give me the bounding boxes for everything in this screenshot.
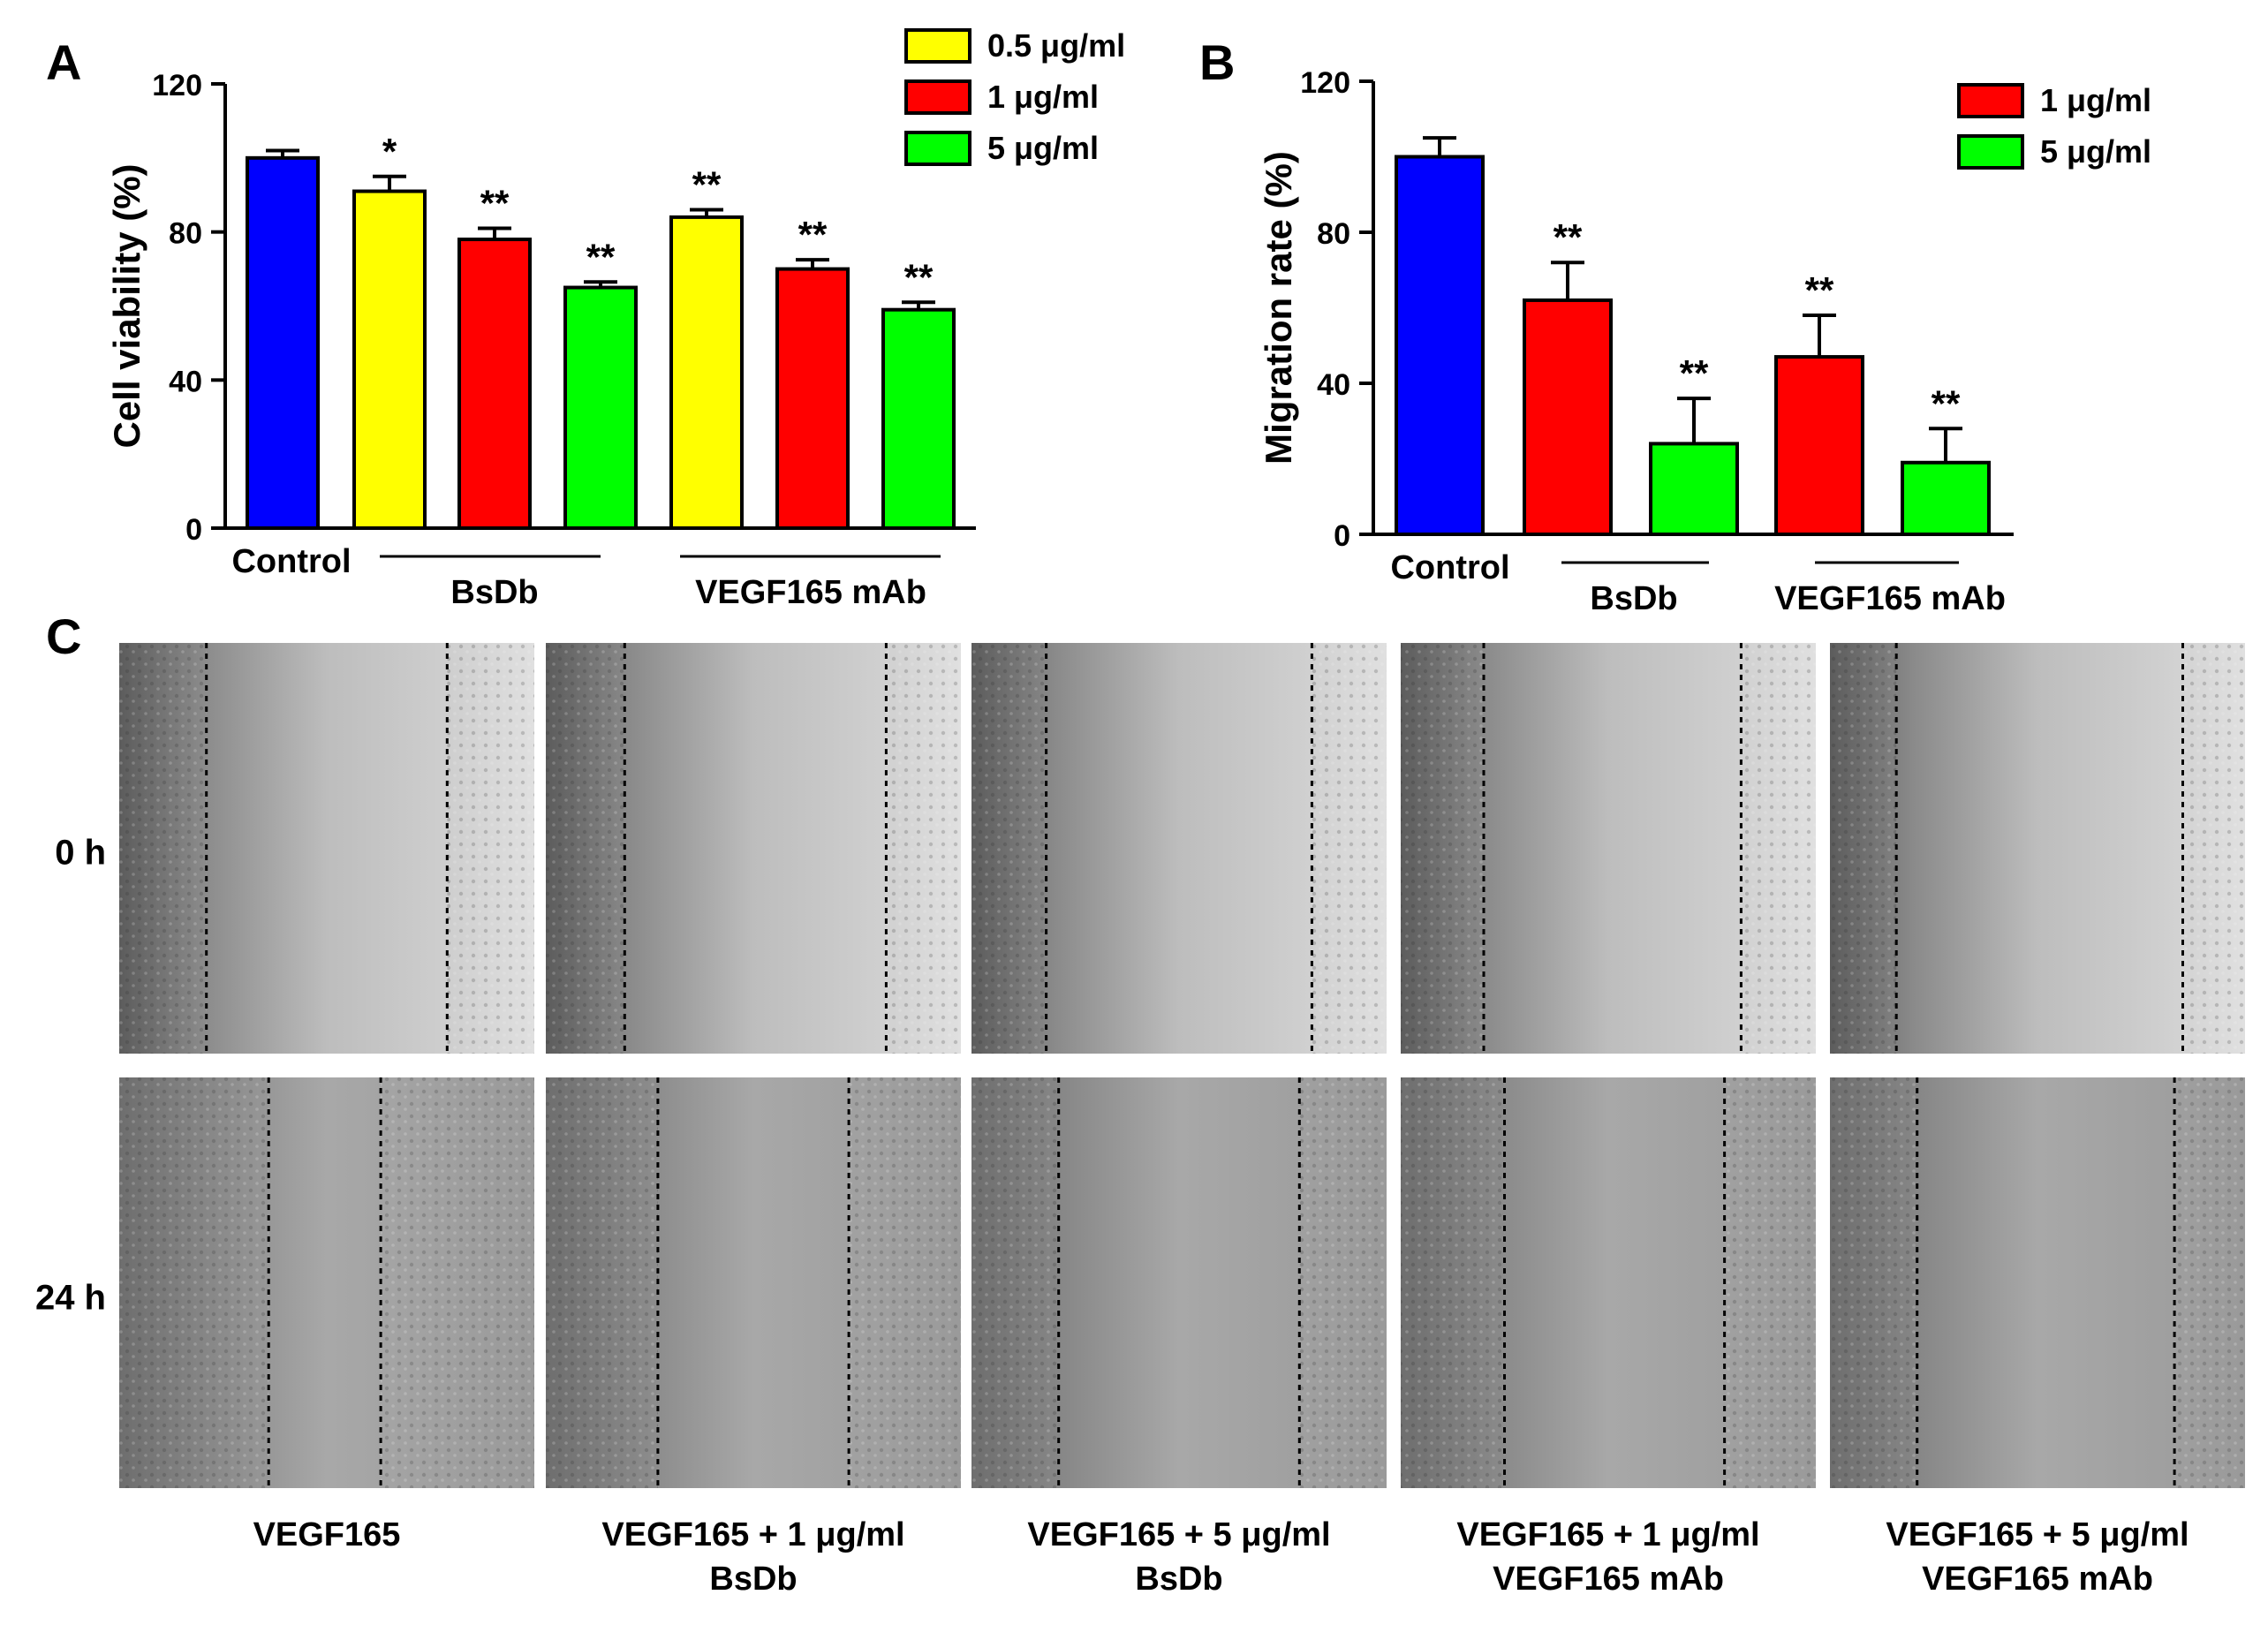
y-tick-label: 80 [1317,217,1350,251]
cell-layer-left [546,1077,658,1488]
panel-b-label: B [1199,34,1235,90]
x-label-control: Control [231,543,351,580]
cell-layer-left [971,643,1047,1054]
column-label-line1: VEGF165 + 1 μg/ml [601,1516,904,1553]
bar [775,267,850,530]
cell-layer-left [1401,643,1484,1054]
cell-layer-left [1401,1077,1505,1488]
bar [1901,460,1991,537]
cell-layer-right [1741,643,1816,1054]
significance-label: ** [480,182,510,223]
bar [1395,155,1485,536]
significance-label: ** [692,164,722,206]
panel-a-label: A [46,34,81,90]
significance-label: ** [798,214,828,255]
legend-label: 5 μg/ml [987,130,1099,166]
bar [1523,298,1613,536]
column-label-line1: VEGF165 + 1 μg/ml [1456,1516,1759,1553]
y-tick-label: 40 [169,365,202,398]
significance-label: ** [1932,382,1961,424]
legend-swatch [904,28,971,64]
cell-layer-right [886,643,961,1054]
y-tick-label: 120 [1300,66,1350,100]
bar [246,155,320,530]
cell-layer-left [1830,643,1897,1054]
significance-label: ** [586,236,616,277]
significance-label: ** [904,256,934,298]
panel-b-chart: B ** ** ** ** 0 40 80 120 Migration rate (%) Con… [1199,34,2151,617]
bar [563,285,638,530]
y-axis-title: Migration rate (%) [1258,151,1299,465]
x-label-vegf165-mab: VEGF165 mAb [1774,580,2006,617]
panel-c-label: C [46,608,81,664]
y-tick-label: 0 [185,513,202,547]
bar [669,215,744,530]
cell-layer-left [971,1077,1059,1488]
bar [881,307,956,531]
cell-layer-right [1312,643,1387,1054]
legend-label: 5 μg/ml [2040,133,2151,170]
column-label-line1: VEGF165 [253,1516,401,1553]
y-axis-title: Cell viability (%) [106,163,147,448]
significance-label: ** [1805,269,1834,311]
significance-label: * [382,131,397,172]
y-tick-label: 40 [1317,368,1350,402]
cell-layer-right [447,643,534,1054]
y-tick-label: 0 [1334,519,1350,553]
cell-layer-left [119,643,207,1054]
row-label: 24 h [35,1279,106,1318]
legend-label: 1 μg/ml [987,79,1099,115]
cell-layer-right [2174,1077,2245,1488]
column-label-line2: BsDb [709,1561,797,1598]
cell-layer-right [1724,1077,1816,1488]
legend-label: 0.5 μg/ml [987,27,1125,64]
cell-layer-right [1299,1077,1387,1488]
x-label-bsdb: BsDb [450,574,538,611]
bar [1774,355,1864,537]
cell-layer-left [546,643,625,1054]
bar [457,238,532,530]
column-label-line2: VEGF165 mAb [1493,1561,1724,1598]
legend-swatch [904,79,971,115]
column-label-line1: VEGF165 + 5 μg/ml [1886,1516,2189,1553]
column-label-line2: BsDb [1135,1561,1222,1598]
column-label-line2: VEGF165 mAb [1922,1561,2153,1598]
significance-label: ** [1680,352,1709,394]
legend-swatch [1957,83,2024,118]
legend-label: 1 μg/ml [2040,82,2151,118]
panel-c-micrographs: C 0 h 24 h VEGF165 VEGF165 + 1 μg/ml BsDb VEG… [35,608,2245,1598]
micrograph-image [1830,643,2245,1054]
legend-swatch [1957,134,2024,170]
x-label-control: Control [1390,549,1509,586]
cell-layer-right [849,1077,961,1488]
y-tick-label: 80 [169,217,202,251]
x-label-bsdb: BsDb [1590,580,1677,617]
legend-swatch [904,131,971,166]
significance-label: ** [1554,216,1583,258]
bar [1649,442,1739,536]
y-tick-label: 120 [152,69,202,102]
cell-layer-right [381,1077,534,1488]
column-label-line1: VEGF165 + 5 μg/ml [1027,1516,1330,1553]
x-label-vegf165-mab: VEGF165 mAb [695,574,926,611]
bar [352,189,427,531]
cell-layer-left [119,1077,269,1488]
row-label: 0 h [55,834,106,873]
cell-layer-right [2182,643,2245,1054]
cell-layer-left [1830,1077,1917,1488]
